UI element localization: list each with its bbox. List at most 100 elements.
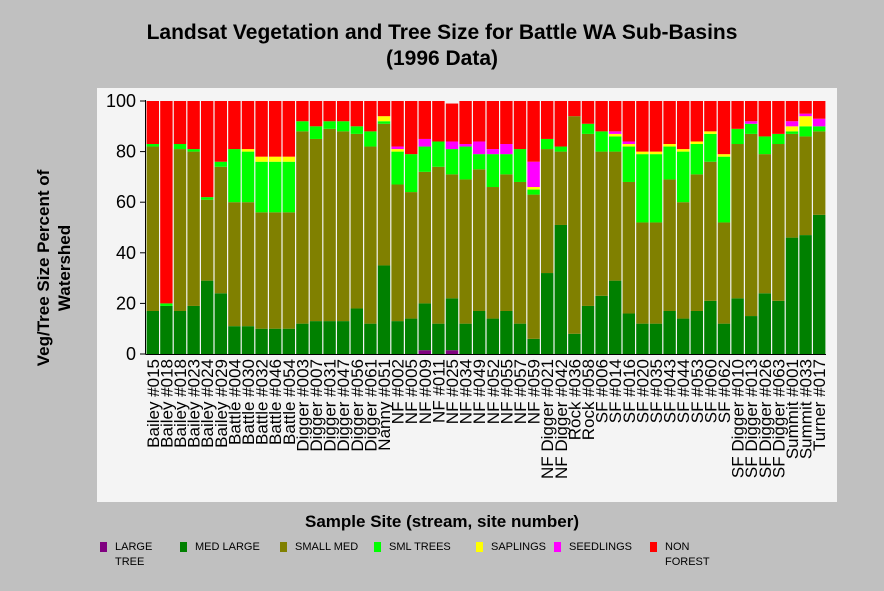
x-tick-label: NF #025 <box>443 359 462 424</box>
bar-segment-med-large <box>377 265 391 354</box>
bar-segment-non-forest <box>677 101 690 150</box>
bar-segment-sml-trees <box>473 154 486 170</box>
x-tick-label: Bailey #018 <box>171 359 190 448</box>
bar-segment-small-med <box>500 174 513 311</box>
bar-segment-saplings <box>717 154 731 157</box>
bar-segment-sml-trees <box>758 136 771 155</box>
bar-segment-seedlings <box>785 121 799 127</box>
bar-segment-sml-trees <box>772 133 785 145</box>
bar-segment-non-forest <box>731 101 744 129</box>
y-tick-label: 80 <box>116 142 136 162</box>
bar-segment-small-med <box>364 146 377 324</box>
bar-segment-sml-trees <box>690 144 703 175</box>
bar-segment-saplings <box>785 126 799 132</box>
bar-segment-saplings <box>622 144 635 147</box>
bar-segment-seedlings <box>745 121 758 124</box>
bar-segment-med-large <box>595 295 608 354</box>
bar-segment-med-large <box>337 321 350 354</box>
bar-segment-sml-trees <box>187 149 200 152</box>
bar-segment-seedlings <box>799 113 812 117</box>
bar-segment-sml-trees <box>364 131 377 147</box>
bar-segment-sml-trees <box>377 121 391 124</box>
bar-segment-small-med <box>772 144 785 301</box>
bar-segment-med-large <box>649 323 663 354</box>
bar-segment-non-forest <box>609 101 622 132</box>
bar-segment-small-med <box>269 212 282 329</box>
chart-title-line-1: Landsat Vegetation and Tree Size for Bat… <box>146 21 738 44</box>
x-tick-label: SF Digger #013 <box>742 359 761 478</box>
bar-segment-non-forest <box>500 101 513 145</box>
bar-segment-non-forest <box>704 101 717 132</box>
x-tick-label: Bailey #029 <box>212 359 231 448</box>
x-tick-label: Battle #032 <box>253 359 272 445</box>
bar-segment-seedlings <box>459 144 472 147</box>
bar-segment-small-med <box>146 146 159 311</box>
bar-segment-med-large <box>677 318 690 354</box>
bar-segment-sml-trees <box>269 161 282 213</box>
legend-label: NON FOREST <box>665 541 710 568</box>
x-tick-label: Rock #058 <box>579 359 598 440</box>
bar-segment-saplings <box>282 156 295 162</box>
bar-segment-small-med <box>745 133 758 317</box>
x-tick-label: SF #014 <box>606 359 625 423</box>
bar-segment-sml-trees <box>745 123 758 134</box>
bar-segment-med-large <box>309 321 323 354</box>
bar-segment-med-large <box>541 273 554 354</box>
bar-segment-seedlings <box>609 131 622 134</box>
bar-segment-sml-trees <box>595 131 608 152</box>
bar-segment-small-med <box>418 171 431 304</box>
x-tick-label: SF #053 <box>688 359 707 423</box>
bar-segment-seedlings <box>473 141 486 155</box>
x-tick-label: SF Digger #063 <box>769 359 788 478</box>
x-tick-label: Turner #017 <box>810 359 829 451</box>
bar-segment-sml-trees <box>541 138 554 150</box>
bar-segment-med-large <box>758 293 771 354</box>
x-tick-label: Summit #001 <box>783 359 802 459</box>
bar-segment-non-forest <box>282 101 295 157</box>
x-tick-label: Bailey #015 <box>144 359 163 448</box>
bar-segment-med-large <box>255 328 268 354</box>
y-tick-label: 40 <box>116 243 136 263</box>
bar-segment-small-med <box>214 166 227 294</box>
x-tick-label: Nanny #051 <box>375 359 394 451</box>
legend: LARGE TREE MED LARGE SMALL MED SML TREES SAPL… <box>100 540 880 580</box>
bar-segment-saplings <box>663 144 676 147</box>
bar-segment-med-large <box>704 300 717 354</box>
bar-segment-small-med <box>541 149 554 274</box>
bar-segment-med-large <box>405 318 418 354</box>
bar-segment-med-large <box>785 237 799 354</box>
x-tick-label: SF #060 <box>701 359 720 423</box>
bar-segment-med-large <box>160 305 173 354</box>
bar-segment-non-forest <box>663 101 676 145</box>
bar-segment-non-forest <box>785 101 799 122</box>
bar-segment-med-large <box>432 323 445 354</box>
bar-segment-non-forest <box>581 101 595 124</box>
bar-segment-saplings <box>255 156 268 162</box>
bar-segment-sml-trees <box>717 156 731 223</box>
bar-segment-non-forest <box>649 101 663 152</box>
bar-segment-med-large <box>241 326 255 354</box>
x-tick-label: Digger #061 <box>361 359 380 452</box>
bar-segment-small-med <box>309 138 323 322</box>
bar-segment-saplings <box>609 133 622 137</box>
x-tick-label: NF #011 <box>429 359 448 423</box>
bar-segment-med-large <box>418 303 431 351</box>
bar-segment-med-large <box>513 323 527 354</box>
bar-segment-sml-trees <box>228 149 241 203</box>
bar-segment-seedlings <box>418 138 431 147</box>
bar-segment-sml-trees <box>649 154 663 223</box>
bar-segment-small-med <box>350 133 363 309</box>
bar-segment-non-forest <box>364 101 377 132</box>
chart-title: Landsat Vegetation and Tree Size for Bat… <box>0 20 884 72</box>
bar-segment-med-large <box>269 328 282 354</box>
bar-segment-seedlings <box>445 141 459 150</box>
x-axis-label: Sample Site (stream, site number) <box>305 512 579 531</box>
bar-segment-sml-trees <box>201 197 214 200</box>
legend-label: SMALL MED <box>295 541 359 553</box>
x-tick-label: NF #055 <box>497 359 516 424</box>
bar-segment-sml-trees <box>500 154 513 175</box>
x-tick-label: Bailey #023 <box>185 359 204 448</box>
bar-segment-sml-trees <box>677 151 690 203</box>
bar-segment-small-med <box>731 144 744 299</box>
